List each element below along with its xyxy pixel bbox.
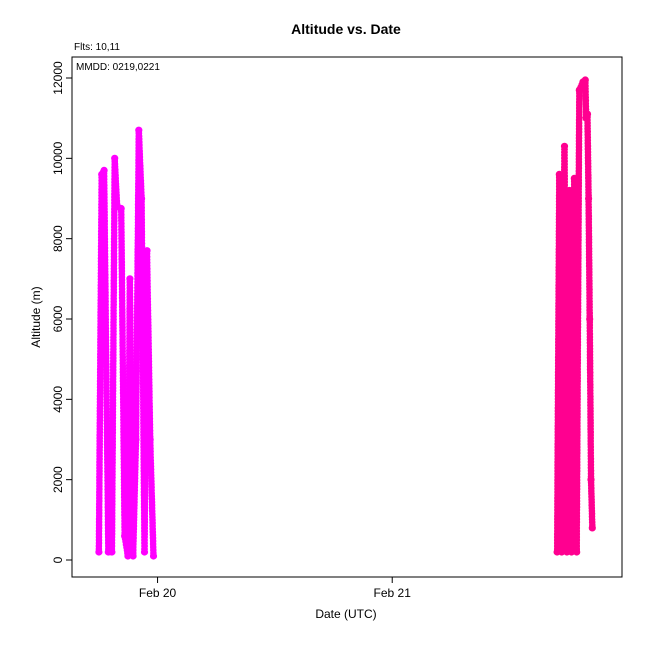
data-point <box>587 476 595 484</box>
series-1 <box>95 126 158 560</box>
data-point <box>95 548 103 556</box>
data-point <box>570 174 578 182</box>
data-point <box>573 548 581 556</box>
data-point <box>129 552 137 560</box>
y-tick-label: 6000 <box>51 305 65 332</box>
data-point <box>117 204 125 213</box>
data-point <box>586 315 594 323</box>
mmdd-annotation: MMDD: 0219,0221 <box>76 62 160 73</box>
data-point <box>575 86 583 94</box>
chart-title: Altitude vs. Date <box>291 21 401 37</box>
series-2 <box>553 76 596 556</box>
data-point <box>111 154 119 162</box>
data-point <box>121 532 129 540</box>
data-point <box>143 247 151 255</box>
x-axis: Feb 20 Feb 21 <box>139 576 412 600</box>
data-point <box>585 194 593 203</box>
data-point <box>565 186 574 195</box>
data-point <box>555 170 563 178</box>
data-point <box>138 194 146 203</box>
data-point <box>560 142 569 150</box>
data-point <box>146 435 154 444</box>
data-point <box>581 76 589 84</box>
y-tick-label: 4000 <box>51 386 65 413</box>
y-tick-label: 8000 <box>51 225 65 252</box>
y-tick-label: 12000 <box>51 61 65 95</box>
data-series <box>95 76 596 560</box>
y-tick-label: 0 <box>51 556 65 563</box>
data-point <box>126 275 134 283</box>
flights-annotation: Flts: 10,11 <box>74 42 120 53</box>
data-point <box>558 548 566 556</box>
y-axis-label: Altitude (m) <box>29 286 43 347</box>
x-axis-label: Date (UTC) <box>315 607 376 621</box>
x-tick-label: Feb 21 <box>374 586 412 600</box>
data-point <box>567 548 576 556</box>
data-point <box>588 524 596 532</box>
data-point <box>108 548 116 556</box>
data-point <box>132 435 140 444</box>
y-tick-label: 2000 <box>51 466 65 493</box>
data-point <box>140 548 149 556</box>
data-point <box>583 110 592 118</box>
y-axis: 0 2000 4000 6000 8000 10000 12000 <box>51 61 73 563</box>
data-point <box>135 126 143 134</box>
y-tick-label: 10000 <box>51 141 65 175</box>
data-point <box>100 166 108 174</box>
data-point <box>124 552 132 560</box>
data-point <box>149 552 158 560</box>
x-tick-label: Feb 20 <box>139 586 177 600</box>
